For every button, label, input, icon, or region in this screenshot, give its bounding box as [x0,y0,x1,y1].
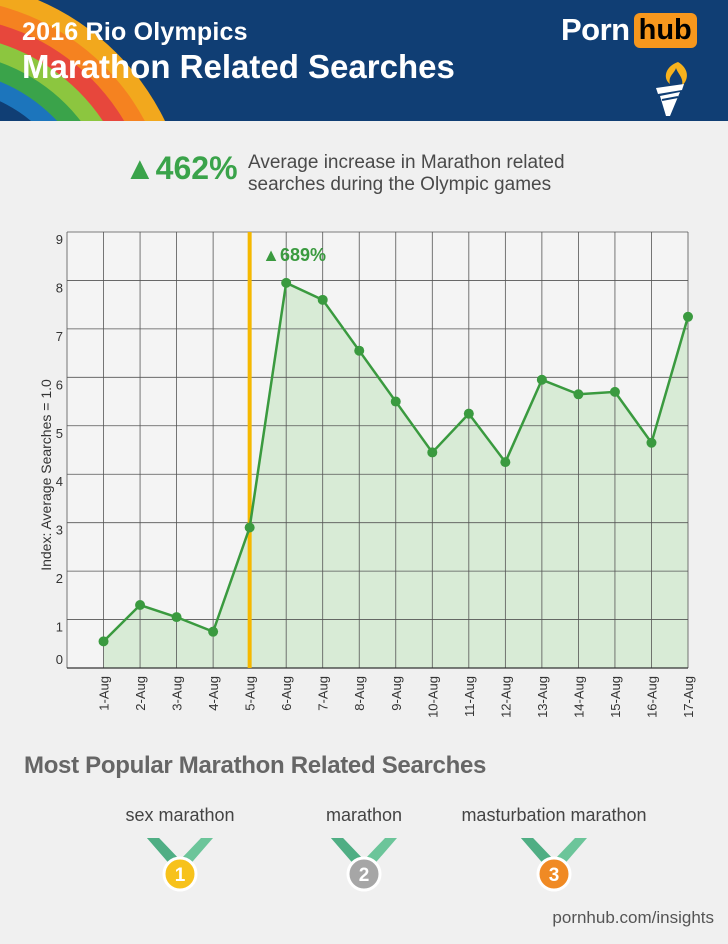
medal-icon: 2 [331,838,397,892]
data-point [609,386,620,397]
data-point [98,636,109,647]
y-tick-label: 6 [56,377,63,392]
y-axis-label: Index: Average Searches = 1.0 [38,379,54,571]
stat-highlight: ▲462% [124,150,238,187]
data-point [135,600,146,611]
brand-logo: Porn hub [561,10,697,50]
header-banner: 2016 Rio Olympics Marathon Related Searc… [0,0,728,121]
searches-line-chart: 0 1 2 3 4 5 6 7 8 9 ▲689% 1-Aug 2-Aug 3-Aug 4-Aug 5-Aug… [38,231,696,718]
y-tick-label: 0 [56,652,63,667]
x-tick-label: 3-Aug [170,676,185,711]
x-tick-label: 11-Aug [462,676,477,717]
logo-text-part2: hub [633,12,697,48]
y-tick-label: 8 [56,280,63,295]
y-tick-label: 9 [56,232,63,247]
x-tick-label: 12-Aug [498,676,513,718]
logo-text-part1: Porn [561,12,630,47]
medal-disc-icon [162,856,198,892]
x-tick-label: 8-Aug [352,676,367,711]
data-point [463,408,474,419]
data-point [281,277,292,288]
x-tick-label: 2-Aug [133,676,148,711]
popular-searches-title: Most Popular Marathon Related Searches [24,752,487,779]
title-small: 2016 Rio Olympics [22,18,248,46]
peak-annotation: ▲689% [262,245,326,265]
y-tick-label: 4 [56,474,63,489]
stat-description: Average increase in Marathon related sea… [248,152,565,195]
x-tick-label: 7-Aug [316,676,331,711]
x-tick-label: 13-Aug [535,676,550,718]
x-tick-label: 6-Aug [279,676,294,711]
medal-disc-icon [346,856,382,892]
data-point [354,345,365,356]
medal-disc-icon [536,856,572,892]
data-point [317,294,328,305]
stat-value: ▲462% [124,150,238,186]
olympic-stripes [0,0,165,121]
y-tick-label: 7 [56,329,63,344]
x-tick-label: 15-Aug [608,676,623,718]
y-tick-label: 1 [56,620,63,635]
header-stripe-mask [0,101,31,121]
data-point [646,437,657,448]
x-tick-label: 5-Aug [243,676,258,711]
y-tick-label: 5 [56,426,63,441]
x-tick-label: 14-Aug [571,676,586,718]
data-point [427,447,438,458]
data-point [390,396,401,407]
data-point [208,626,219,637]
medal-rank: 2 [359,865,370,886]
x-tick-label: 16-Aug [644,676,659,718]
popular-search-label: masturbation marathon [461,805,647,825]
medal-icon: 3 [521,838,587,892]
x-tick-label: 9-Aug [389,676,404,711]
medal-icon: 1 [147,838,213,892]
medal-rank: 3 [549,865,560,886]
data-point [683,311,693,322]
x-tick-label: 10-Aug [425,676,440,718]
x-tick-label: 4-Aug [206,676,221,711]
data-point [536,374,547,385]
popular-search-label: marathon [325,805,403,825]
data-point [171,612,182,623]
y-tick-label: 2 [56,571,63,586]
data-point [244,522,255,533]
popular-search-label: sex marathon [125,805,235,825]
x-tick-label: 1-Aug [97,676,112,711]
torch-icon [656,62,687,116]
data-point [573,389,584,400]
x-tick-label: 17-Aug [681,676,696,718]
footer-link: pornhub.com/insights [552,908,714,927]
data-point [500,457,511,468]
y-tick-label: 3 [56,523,63,538]
title-big: Marathon Related Searches [22,48,455,85]
medal-rank: 1 [175,865,186,886]
